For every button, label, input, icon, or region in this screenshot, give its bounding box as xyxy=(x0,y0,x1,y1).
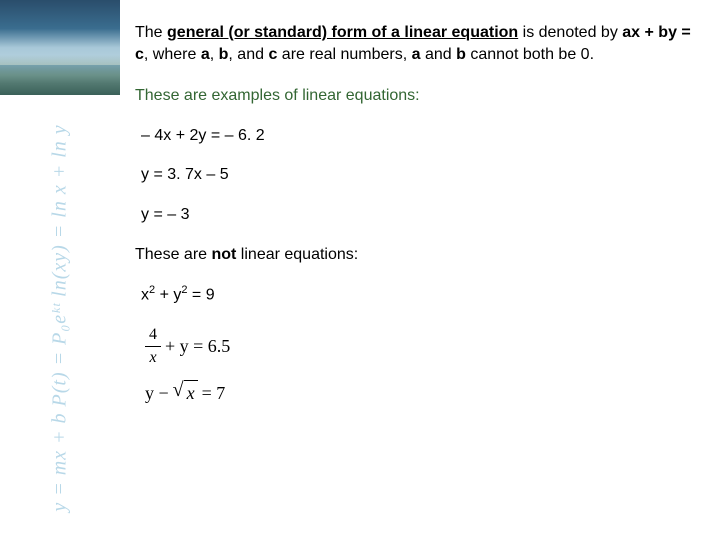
intro-a2: a xyxy=(412,46,421,63)
not-bold: not xyxy=(211,246,236,263)
intro-b2: b xyxy=(456,46,466,63)
intro-after3: , and xyxy=(228,46,268,63)
example-2: y = 3. 7x – 5 xyxy=(141,164,695,186)
intro-after2: , where xyxy=(144,46,201,63)
sqrt: √ x xyxy=(173,380,198,405)
not-eq-2: 4 x + y = 6.5 xyxy=(145,324,695,368)
not-post: linear equations: xyxy=(236,246,358,263)
intro-b: b xyxy=(219,46,229,63)
example-1: – 4x + 2y = – 6. 2 xyxy=(141,125,695,147)
intro-lead: The xyxy=(135,24,167,41)
intro-tail: cannot both be 0. xyxy=(466,46,594,63)
ne3-rhs: = 7 xyxy=(202,381,226,405)
ne2-rest: + y = 6.5 xyxy=(165,334,230,358)
fraction-den: x xyxy=(145,347,161,369)
ne3-lhs: y − xyxy=(145,381,169,405)
not-pre: These are xyxy=(135,246,211,263)
intro-after4: are real numbers, xyxy=(277,46,411,63)
banner-water xyxy=(0,65,120,95)
heading-examples: These are examples of linear equations: xyxy=(135,85,695,107)
fraction: 4 x xyxy=(145,324,161,368)
sqrt-arg: x xyxy=(184,380,198,405)
not-eq-1: x2 + y2 = 9 xyxy=(141,283,695,306)
not-eq-3: y − √ x = 7 xyxy=(145,380,695,405)
ne1-x: x xyxy=(141,286,149,303)
main-content: The general (or standard) form of a line… xyxy=(135,22,695,418)
intro-title: general (or standard) form of a linear e… xyxy=(167,24,518,41)
heading-not-linear: These are not linear equations: xyxy=(135,244,695,266)
example-3: y = – 3 xyxy=(141,204,695,226)
math-formula-column: y = mx + b P(t) = P₀eᵏᵗ ln(xy) = ln x + … xyxy=(0,95,120,540)
banner-image xyxy=(0,0,120,95)
intro-after1: is denoted by xyxy=(518,24,622,41)
ne1-mid: + y xyxy=(155,286,181,303)
sqrt-sign-icon: √ xyxy=(173,380,184,400)
fraction-num: 4 xyxy=(145,324,161,347)
intro-c: c xyxy=(268,46,277,63)
intro-paragraph: The general (or standard) form of a line… xyxy=(135,22,695,65)
sidebar: y = mx + b P(t) = P₀eᵏᵗ ln(xy) = ln x + … xyxy=(0,0,120,540)
intro-a: a xyxy=(201,46,210,63)
ne1-after: = 9 xyxy=(187,286,214,303)
sidebar-formulas: y = mx + b P(t) = P₀eᵏᵗ ln(xy) = ln x + … xyxy=(49,124,72,511)
